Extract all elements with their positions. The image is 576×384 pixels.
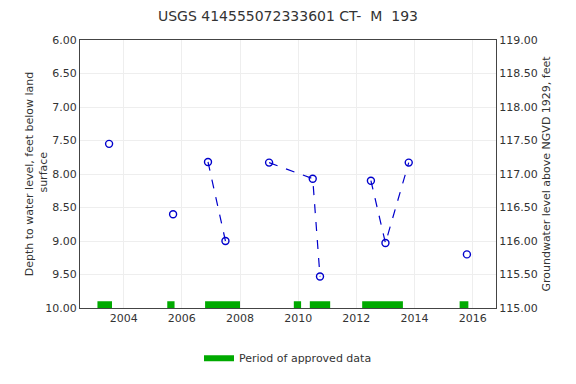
svg-text:8.50: 8.50 bbox=[52, 201, 77, 214]
svg-text:116.50: 116.50 bbox=[499, 201, 538, 214]
svg-text:10.00: 10.00 bbox=[45, 302, 77, 315]
svg-text:2014: 2014 bbox=[401, 312, 429, 325]
svg-text:115.00: 115.00 bbox=[499, 302, 538, 315]
svg-text:2006: 2006 bbox=[168, 312, 196, 325]
svg-text:Groundwater level above NGVD 1: Groundwater level above NGVD 1929, feet bbox=[540, 56, 553, 292]
svg-text:6.50: 6.50 bbox=[52, 67, 77, 80]
svg-text:6.00: 6.00 bbox=[52, 34, 77, 47]
svg-text:118.00: 118.00 bbox=[499, 101, 538, 114]
svg-text:2010: 2010 bbox=[284, 312, 312, 325]
svg-text:9.50: 9.50 bbox=[52, 268, 77, 281]
svg-text:Period of approved data: Period of approved data bbox=[239, 352, 371, 365]
svg-text:119.00: 119.00 bbox=[499, 34, 538, 47]
svg-text:8.00: 8.00 bbox=[52, 168, 77, 181]
svg-text:9.00: 9.00 bbox=[52, 235, 77, 248]
svg-text:7.00: 7.00 bbox=[52, 101, 77, 114]
svg-text:USGS 414555072333601 CT- M 1: USGS 414555072333601 CT- M 193 bbox=[158, 8, 418, 24]
svg-text:2012: 2012 bbox=[342, 312, 370, 325]
svg-text:Depth to water level, feet bel: Depth to water level, feet below land su… bbox=[23, 72, 50, 277]
svg-text:2004: 2004 bbox=[110, 312, 138, 325]
svg-text:7.50: 7.50 bbox=[52, 134, 77, 147]
svg-text:117.00: 117.00 bbox=[499, 168, 538, 181]
svg-text:2008: 2008 bbox=[226, 312, 254, 325]
svg-text:115.50: 115.50 bbox=[499, 268, 538, 281]
svg-text:116.00: 116.00 bbox=[499, 235, 538, 248]
svg-text:117.50: 117.50 bbox=[499, 134, 538, 147]
svg-text:2016: 2016 bbox=[459, 312, 487, 325]
svg-text:118.50: 118.50 bbox=[499, 67, 538, 80]
